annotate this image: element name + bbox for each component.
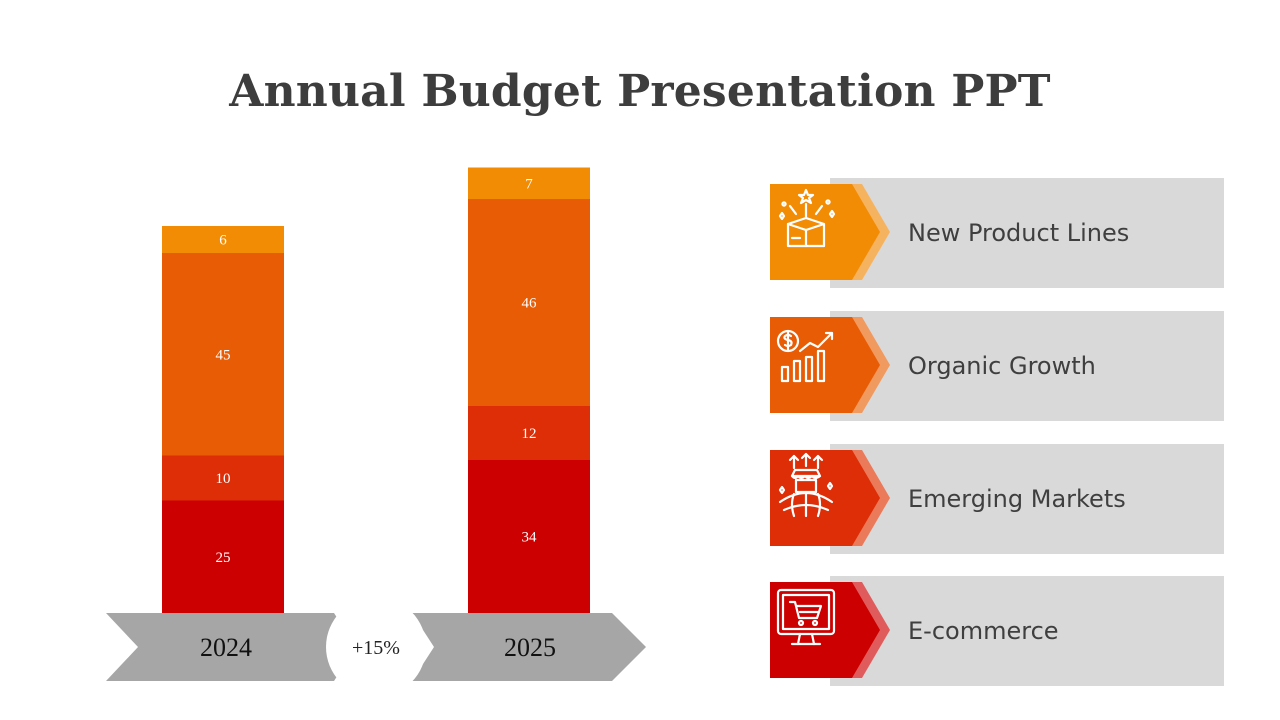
growth-circle bbox=[326, 597, 426, 697]
bar-segment-2025-2 bbox=[468, 199, 590, 406]
legend-card-organic-growth: Organic Growth bbox=[770, 311, 1226, 423]
stacked-bar-chart: 25 10 45 6 34 12 46 7 2024 2025 +15% bbox=[106, 167, 646, 697]
global-market-icon bbox=[778, 452, 834, 518]
growth-percentage-label: +15% bbox=[352, 637, 400, 659]
page-title: Annual Budget Presentation PPT bbox=[229, 66, 1051, 117]
bar-segment-label: 34 bbox=[522, 530, 538, 546]
legend-badge bbox=[770, 582, 890, 678]
shopping-cart-monitor-icon bbox=[776, 588, 836, 646]
year-ribbon-2024 bbox=[106, 613, 356, 681]
bar-segment-label: 7 bbox=[525, 176, 533, 192]
legend-card-panel bbox=[830, 576, 1224, 686]
legend-label: New Product Lines bbox=[908, 219, 1130, 247]
legend-badge bbox=[770, 450, 890, 546]
legend-card-new-product-lines: New Product Lines bbox=[770, 178, 1226, 290]
bar-segment-2024-2 bbox=[162, 253, 284, 456]
legend-badge bbox=[770, 317, 890, 413]
legend-card-panel bbox=[830, 178, 1224, 288]
year-ribbon-2025 bbox=[412, 613, 646, 681]
legend-card-panel bbox=[830, 444, 1224, 554]
bar-segment-label: 25 bbox=[216, 550, 231, 566]
gift-box-icon bbox=[778, 188, 836, 248]
x-tick-label-2025: 2025 bbox=[504, 633, 556, 662]
bar-segment-2024-0 bbox=[162, 500, 284, 613]
legend-label: Emerging Markets bbox=[908, 485, 1126, 513]
legend-label: E-commerce bbox=[908, 617, 1059, 645]
x-tick-label-2024: 2024 bbox=[200, 633, 252, 662]
legend-label: Organic Growth bbox=[908, 352, 1096, 380]
bar-segment-2025-1 bbox=[468, 406, 590, 460]
legend-card-emerging-markets: Emerging Markets bbox=[770, 444, 1226, 556]
bar-segment-2024-3 bbox=[162, 226, 284, 253]
bar-segment-2025-0 bbox=[468, 460, 590, 613]
bar-segment-2025-3 bbox=[468, 167, 590, 199]
legend-card-panel bbox=[830, 311, 1224, 421]
bar-segment-label: 10 bbox=[216, 471, 231, 487]
bar-segment-label: 6 bbox=[219, 233, 227, 249]
bar-segment-label: 12 bbox=[522, 426, 537, 442]
bar-segment-label: 46 bbox=[522, 296, 538, 312]
legend-badge bbox=[770, 184, 890, 280]
bar-segment-label: 45 bbox=[216, 347, 231, 363]
legend-card-e-commerce: E-commerce bbox=[770, 576, 1226, 688]
bar-segment-2024-1 bbox=[162, 455, 284, 501]
money-growth-chart-icon bbox=[776, 329, 834, 383]
